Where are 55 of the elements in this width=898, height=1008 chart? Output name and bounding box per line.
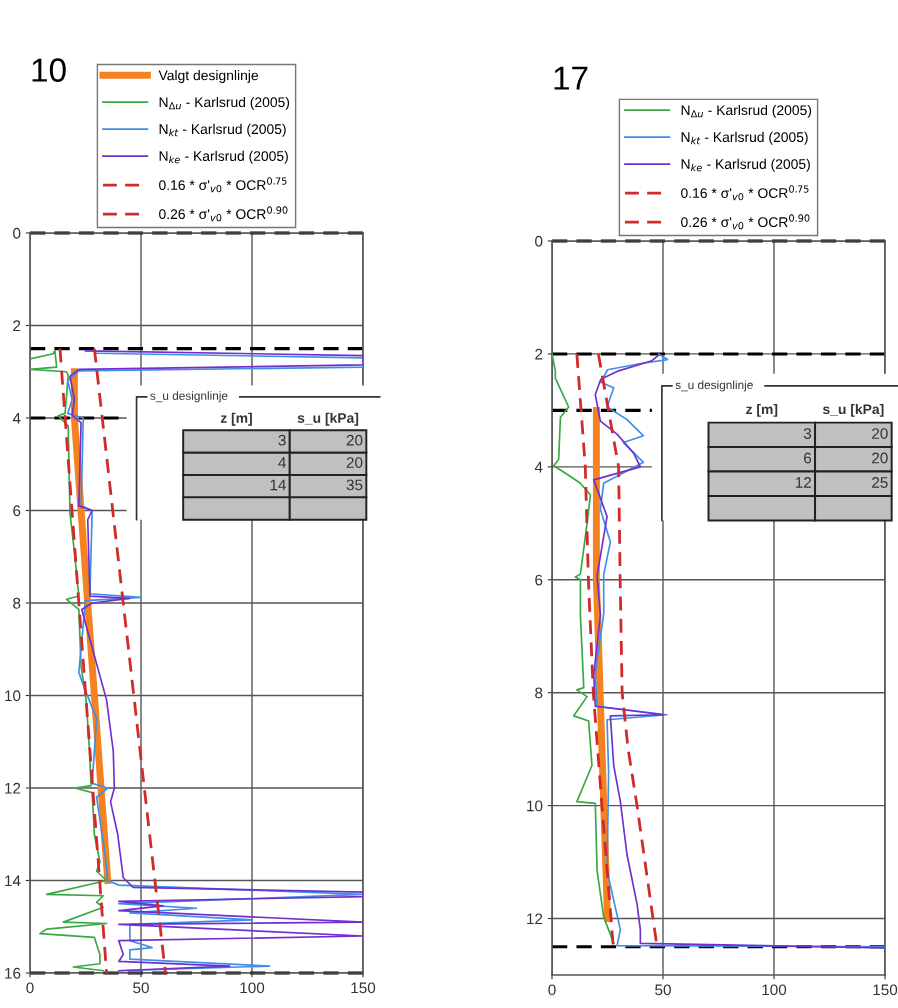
- legend-label: 0.16 * σ'$_{v0}$ * OCR$^{0.75}$: [159, 177, 287, 193]
- legend-label: N$_{kt}$ - Karlsrud (2005): [681, 131, 808, 145]
- annotation: z [m]: [746, 403, 778, 417]
- y-tick-label: 8: [13, 597, 21, 609]
- legend-label: N$_{ke}$ - Karlsrud (2005): [159, 150, 288, 164]
- y-tick-label: 4: [534, 461, 543, 473]
- x-tick-label: 100: [762, 984, 787, 996]
- annotation: 20: [872, 452, 888, 464]
- chart-title: 17: [554, 66, 588, 90]
- legend-label: 0.26 * σ'$_{v0}$ * OCR$^{0.90}$: [681, 214, 810, 230]
- x-tick-label: 50: [133, 982, 149, 994]
- y-tick-label: 12: [527, 913, 543, 925]
- y-tick-label: 10: [527, 800, 543, 812]
- legend-label: N$_{ke}$ - Karlsrud (2005): [681, 158, 810, 172]
- y-tick-label: 8: [535, 687, 543, 699]
- x-tick-label: 100: [240, 982, 265, 994]
- x-tick-label: 150: [873, 984, 898, 996]
- x-tick-label: 150: [351, 982, 376, 994]
- x-tick-label: 0: [26, 982, 34, 994]
- legend-label: N$_{Δu}$ - Karlsrud (2005): [159, 96, 290, 110]
- legend-label: N$_{kt}$ - Karlsrud (2005): [159, 123, 286, 137]
- annotation: 6: [804, 452, 812, 464]
- chart-title: 10: [32, 58, 66, 82]
- x-tick-label: 50: [655, 984, 671, 996]
- y-tick-label: 2: [535, 348, 543, 360]
- y-tick-label: 2: [13, 320, 21, 332]
- y-tick-label: 0: [535, 235, 543, 247]
- y-tick-label: 10: [5, 690, 21, 702]
- legend-label: 0.26 * σ'$_{v0}$ * OCR$^{0.90}$: [159, 206, 288, 222]
- annotation: s_u [kPa]: [297, 412, 359, 426]
- y-tick-label: 16: [5, 967, 21, 979]
- annotation: s_u designlinje: [675, 380, 753, 392]
- annotation: 20: [346, 457, 363, 468]
- legend-label: N$_{Δu}$ - Karlsrud (2005): [681, 104, 812, 118]
- annotation: 3: [278, 434, 286, 446]
- annotation: 25: [872, 477, 888, 488]
- y-tick-label: 0: [13, 227, 21, 239]
- annotation: 4: [278, 457, 286, 468]
- legend-label: 0.16 * σ'$_{v0}$ * OCR$^{0.75}$: [681, 185, 809, 201]
- legend-label: Valgt designlinje: [158, 70, 259, 83]
- y-tick-label: 6: [535, 574, 543, 586]
- annotation: 35: [346, 479, 363, 491]
- x-tick-label: 0: [548, 984, 556, 996]
- y-tick-label: 14: [5, 875, 21, 887]
- y-tick-label: 12: [5, 782, 21, 794]
- y-tick-label: 4: [12, 413, 21, 424]
- annotation: z [m]: [220, 412, 252, 426]
- annotation: s_u designlinje: [150, 391, 228, 403]
- annotation: 3: [803, 428, 812, 439]
- annotation: 20: [346, 434, 363, 446]
- annotation: 12: [795, 477, 811, 488]
- annotation: s_u [kPa]: [822, 403, 884, 417]
- y-tick-label: 6: [13, 505, 21, 517]
- annotation: 20: [872, 428, 888, 439]
- annotation: 14: [270, 479, 286, 491]
